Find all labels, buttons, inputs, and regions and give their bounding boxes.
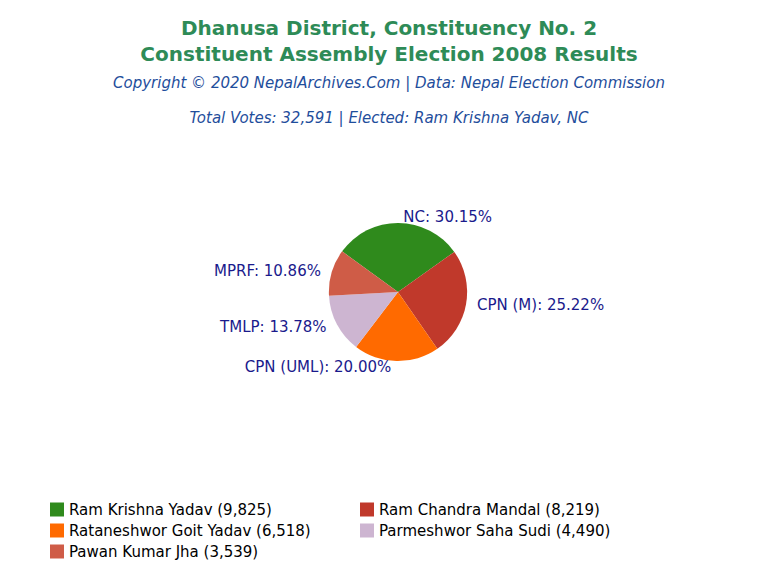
svg-text:Ram Chandra Mandal (8,219): Ram Chandra Mandal (8,219) (379, 501, 600, 519)
svg-text:CPN (M): 25.22%: CPN (M): 25.22% (477, 296, 604, 314)
svg-text:Dhanusa District, Constituency: Dhanusa District, Constituency No. 2 (181, 16, 597, 40)
svg-text:Constituent Assembly Election: Constituent Assembly Election 2008 Resul… (140, 42, 637, 66)
svg-text:Copyright © 2020 NepalArchives: Copyright © 2020 NepalArchives.Com | Dat… (113, 74, 665, 92)
svg-text:Pawan Kumar Jha (3,539): Pawan Kumar Jha (3,539) (69, 543, 258, 561)
svg-text:NC: 30.15%: NC: 30.15% (403, 208, 492, 226)
svg-text:MPRF: 10.86%: MPRF: 10.86% (214, 262, 321, 280)
svg-text:Total Votes: 32,591 | Elected:: Total Votes: 32,591 | Elected: Ram Krish… (190, 109, 590, 127)
svg-text:Parmeshwor Saha Sudi (4,490): Parmeshwor Saha Sudi (4,490) (379, 522, 610, 540)
svg-text:Rataneshwor Goit Yadav (6,518): Rataneshwor Goit Yadav (6,518) (69, 522, 311, 540)
svg-text:Ram Krishna Yadav (9,825): Ram Krishna Yadav (9,825) (69, 501, 272, 519)
svg-text:CPN (UML): 20.00%: CPN (UML): 20.00% (245, 358, 392, 376)
svg-text:TMLP: 13.78%: TMLP: 13.78% (219, 318, 327, 336)
